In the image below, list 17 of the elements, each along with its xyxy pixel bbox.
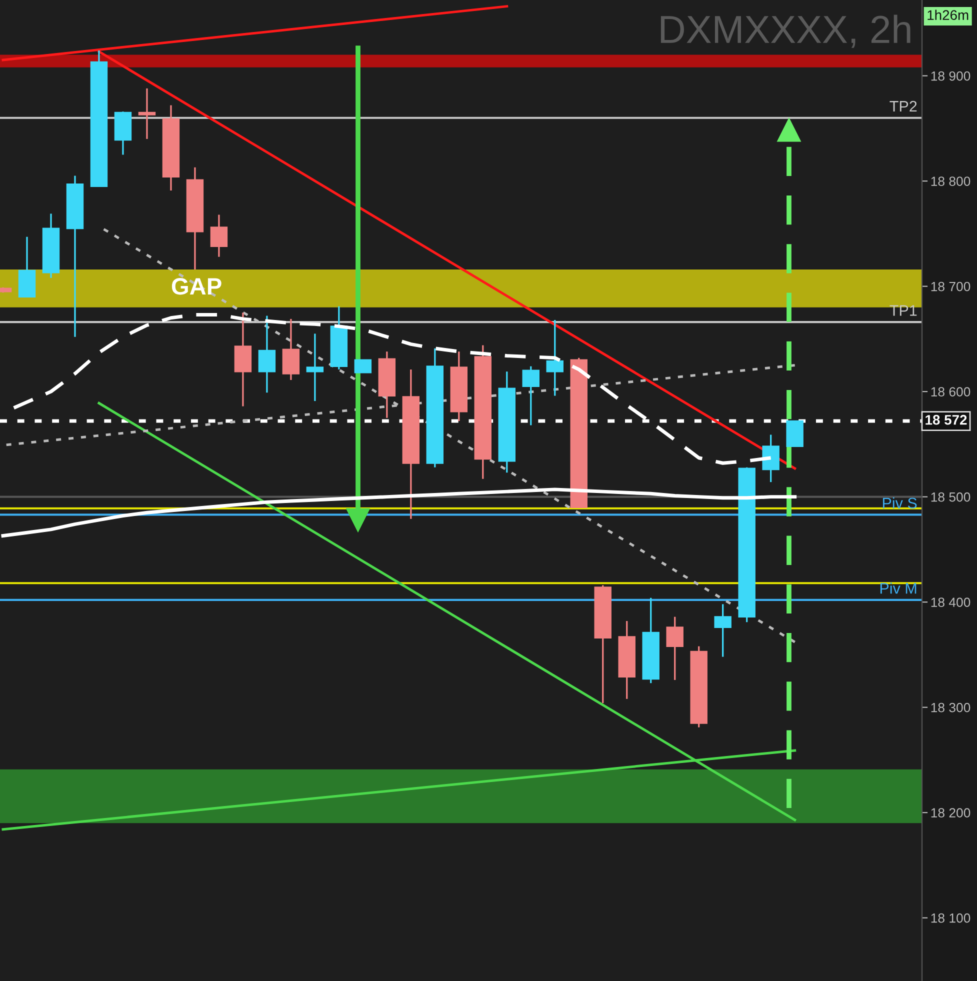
- ref-line-label: 18 572: [926, 414, 967, 425]
- y-tick-label: 18 300: [931, 702, 970, 712]
- ref-line-label: TP2: [890, 100, 917, 112]
- y-tick-label: 18 800: [931, 176, 970, 186]
- ref-line-label: TP1: [890, 305, 917, 316]
- ref-line-label: Piv M: [880, 582, 916, 594]
- y-tick-label: 18 500: [931, 492, 970, 502]
- chart-title: DXMXXXX, 2h: [660, 14, 910, 48]
- y-tick-label: 18 600: [931, 387, 970, 396]
- y-tick-label: 18 400: [931, 598, 970, 607]
- y-tick-label: 18 900: [931, 71, 970, 81]
- band-label: GAP: [172, 278, 222, 295]
- text: 1h26m: [928, 10, 968, 20]
- y-tick-label: 18 100: [931, 913, 970, 923]
- ref-line-label: Piv S: [882, 497, 917, 509]
- y-tick-label: 18 700: [931, 282, 970, 292]
- y-tick-label: 18 200: [931, 808, 970, 818]
